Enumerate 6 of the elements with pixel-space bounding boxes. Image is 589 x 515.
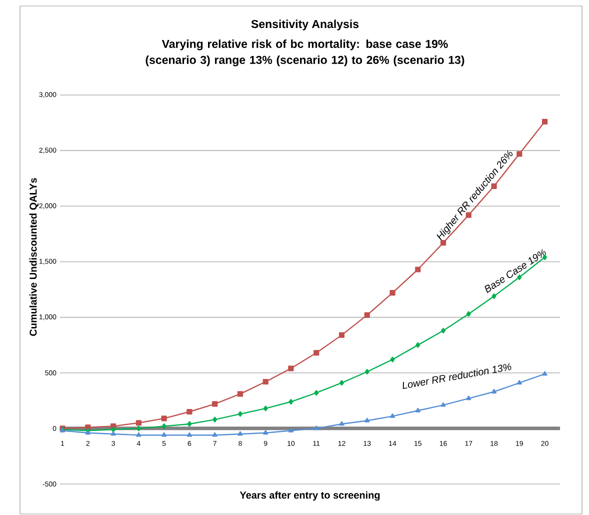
y-axis-title: Cumulative Undiscounted QALYs [29, 178, 39, 336]
x-axis-title: Years after entry to screening [240, 491, 380, 501]
text: Lower RR reduction 13% [402, 363, 512, 390]
chart-title: Sensitivity Analysis [251, 20, 359, 30]
text: Base Case 19% [484, 248, 546, 294]
chart-subtitle: Varying relative risk of bc mortality: base case 19% (scenario 3) range 13% (scenario 12) to 26% (scenario 13) [146, 40, 464, 66]
